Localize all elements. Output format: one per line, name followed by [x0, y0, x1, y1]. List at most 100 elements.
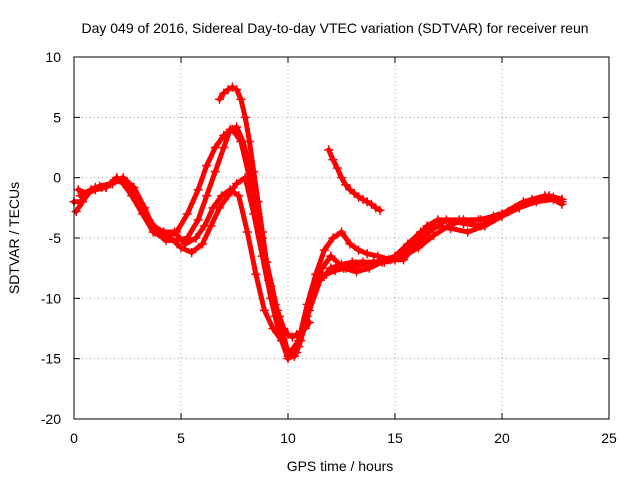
data-point-marker: [161, 235, 171, 246]
data-point-marker: [225, 124, 235, 135]
data-point-marker: [201, 191, 212, 201]
data-point-marker: [234, 191, 244, 201]
data-point-marker: [321, 269, 332, 279]
data-point-marker: [206, 221, 216, 231]
x-tick-label: 0: [70, 430, 78, 446]
data-point-marker: [428, 230, 439, 241]
data-point-marker: [244, 136, 255, 147]
x-tick-label: 15: [387, 430, 403, 446]
data-point-marker: [261, 257, 272, 267]
data-point-marker: [97, 182, 107, 193]
data-point-marker: [231, 178, 242, 189]
y-tick-label: 10: [45, 49, 61, 65]
data-point-marker: [193, 184, 203, 195]
data-point-marker: [345, 184, 355, 195]
data-point-marker: [191, 233, 201, 243]
series-track-3: [73, 172, 567, 364]
data-point-marker: [557, 194, 567, 205]
data-point-marker: [193, 215, 203, 225]
data-point-marker: [518, 199, 529, 209]
data-point-marker: [210, 166, 220, 177]
data-point-marker: [214, 203, 225, 213]
data-point-marker: [443, 221, 454, 231]
data-point-marker: [118, 172, 128, 183]
x-ticks: 0 5 10 15 20 25: [70, 57, 617, 446]
data-point-marker: [278, 323, 289, 334]
data-point-marker: [257, 227, 268, 237]
data-point-marker: [548, 192, 559, 202]
y-tick-label: 0: [53, 170, 61, 186]
data-point-marker: [139, 203, 150, 213]
y-tick-label: 5: [53, 109, 61, 125]
data-point-marker: [336, 227, 347, 237]
y-tick-label: -20: [41, 411, 61, 427]
series-line: [77, 124, 565, 359]
data-point-marker: [463, 227, 473, 237]
series-track-1: [69, 124, 567, 358]
data-point-marker: [197, 239, 208, 249]
data-point-marker: [182, 209, 193, 219]
data-point-marker: [351, 267, 362, 277]
data-point-marker: [223, 191, 233, 201]
data-point-marker: [249, 166, 259, 177]
data-point-marker: [330, 265, 340, 276]
data-point-marker: [433, 215, 443, 225]
data-point-marker: [289, 351, 300, 362]
data-point-marker: [326, 251, 336, 261]
data-point-marker: [533, 194, 544, 205]
data-point-marker: [302, 311, 313, 322]
data-point-marker: [182, 233, 193, 243]
y-axis-label: SDTVAR / TECUs: [6, 182, 22, 294]
data-point-marker: [328, 154, 338, 165]
data-point-marker: [259, 305, 270, 316]
data-point-marker: [240, 112, 250, 123]
data-point-marker: [503, 206, 514, 217]
data-point-marker: [353, 245, 364, 255]
data-point-marker: [253, 197, 263, 207]
data-point-marker: [345, 239, 355, 249]
data-point-marker: [362, 248, 372, 259]
data-point-marker: [169, 227, 180, 237]
data-point-marker: [210, 142, 220, 153]
data-point-marker: [296, 335, 306, 346]
data-point-marker: [341, 263, 351, 273]
data-point-marker: [274, 311, 285, 322]
data-point-marker: [375, 205, 385, 215]
data-point-marker: [458, 215, 469, 225]
data-point-marker: [315, 275, 325, 285]
y-tick-label: -10: [41, 290, 61, 306]
series-layer: [69, 82, 567, 364]
grid: [74, 57, 609, 419]
x-tick-label: 10: [280, 430, 296, 446]
data-point-marker: [129, 182, 139, 193]
data-point-marker: [366, 199, 377, 209]
data-point-marker: [180, 239, 191, 249]
data-point-marker: [107, 178, 118, 189]
data-point-marker: [383, 254, 394, 265]
data-point-marker: [349, 188, 360, 199]
series-line: [217, 84, 312, 340]
data-point-marker: [441, 215, 452, 225]
data-point-marker: [304, 317, 315, 328]
data-point-marker: [428, 221, 439, 231]
data-point-marker: [231, 122, 242, 132]
x-axis-label: GPS time / hours: [287, 458, 394, 474]
data-point-marker: [251, 269, 261, 279]
data-point-marker: [75, 191, 86, 201]
data-point-marker: [270, 299, 280, 310]
data-point-marker: [242, 227, 253, 237]
data-point-marker: [473, 215, 484, 225]
data-point-marker: [403, 239, 413, 249]
y-tick-label: -5: [49, 230, 62, 246]
data-point-marker: [296, 327, 306, 337]
data-point-marker: [240, 172, 250, 183]
data-point-marker: [488, 211, 499, 222]
series-track-2: [71, 175, 567, 358]
data-point-marker: [317, 263, 327, 273]
data-point-marker: [353, 261, 364, 271]
data-point-marker: [332, 163, 342, 173]
data-point-marker: [231, 84, 242, 95]
data-point-marker: [336, 172, 347, 183]
data-point-marker: [186, 247, 197, 258]
